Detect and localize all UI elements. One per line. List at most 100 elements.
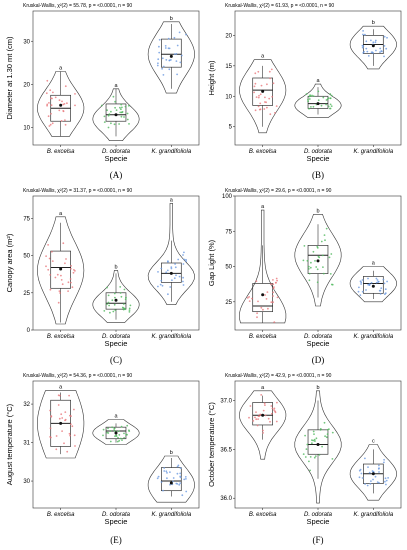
data-point — [257, 418, 259, 420]
data-point — [175, 274, 177, 277]
data-point — [378, 482, 380, 484]
data-point — [118, 439, 121, 442]
data-point — [259, 93, 262, 96]
data-point — [70, 267, 72, 270]
data-point — [374, 39, 377, 42]
violin — [37, 216, 85, 325]
x-tick-label: D. odorata — [102, 512, 131, 518]
panel-label: (F) — [313, 535, 324, 545]
data-point — [73, 408, 75, 411]
data-point — [330, 94, 333, 97]
box — [252, 283, 273, 313]
group-1: a B. excelsa — [37, 66, 85, 155]
data-point — [379, 47, 382, 50]
data-point — [374, 41, 377, 44]
data-point — [329, 107, 331, 110]
data-point — [270, 301, 273, 304]
data-point — [161, 67, 164, 70]
mean-marker — [169, 271, 173, 275]
data-point — [375, 49, 377, 52]
data-point — [167, 261, 169, 263]
data-point — [45, 255, 47, 257]
data-point — [49, 123, 52, 126]
x-tick-label: D. odorata — [102, 334, 131, 340]
data-point — [266, 291, 269, 293]
x-tick-label: D. odorata — [304, 149, 333, 155]
data-point — [118, 123, 120, 125]
significance-letter: a — [261, 54, 265, 60]
data-point — [103, 121, 106, 123]
data-point — [306, 443, 309, 446]
data-point — [378, 471, 380, 473]
data-point — [157, 62, 159, 65]
x-tick-label: D. odorata — [304, 334, 333, 340]
violin — [294, 83, 342, 118]
data-point — [64, 85, 67, 88]
data-point — [364, 483, 366, 485]
data-point — [307, 98, 309, 101]
mean-marker — [59, 267, 63, 271]
data-point — [259, 102, 262, 105]
data-point — [173, 36, 176, 39]
data-point — [122, 303, 125, 305]
data-point — [248, 416, 250, 419]
box — [252, 77, 273, 106]
data-point — [175, 53, 178, 55]
data-point — [323, 421, 326, 424]
y-tick-label: 32 — [23, 402, 30, 408]
data-point — [303, 245, 306, 247]
data-point — [179, 467, 182, 469]
data-point — [325, 436, 328, 439]
data-point — [272, 301, 274, 304]
data-point — [331, 458, 334, 460]
data-point — [307, 100, 309, 103]
data-point — [262, 409, 265, 412]
data-point — [51, 97, 53, 100]
data-point — [173, 53, 176, 55]
box — [105, 426, 127, 440]
box — [307, 245, 329, 274]
data-point — [108, 304, 110, 307]
y-tick-label: 100 — [222, 194, 233, 200]
x-tick-label: D. odorata — [102, 149, 131, 155]
data-point — [114, 106, 116, 109]
data-point — [158, 45, 160, 48]
data-point — [368, 283, 371, 286]
data-point — [380, 287, 383, 290]
y-tick-label: 20 — [23, 82, 30, 88]
data-point — [169, 471, 171, 473]
data-point — [115, 435, 118, 437]
data-point — [376, 481, 379, 483]
mean-marker — [371, 472, 375, 476]
data-point — [256, 316, 258, 319]
data-point — [126, 112, 129, 115]
data-point — [312, 105, 315, 108]
mean-marker — [316, 102, 320, 106]
data-point — [359, 294, 362, 296]
data-point — [72, 271, 75, 274]
data-point — [50, 112, 52, 115]
data-point — [74, 93, 76, 95]
group-1: a B. excelsa — [37, 211, 85, 340]
data-point — [263, 108, 266, 110]
data-point — [308, 460, 310, 463]
data-point — [116, 440, 119, 443]
data-point — [185, 478, 187, 480]
y-axis-title: Gap Light (%) — [207, 239, 216, 286]
data-point — [254, 82, 257, 85]
data-point — [106, 431, 108, 434]
data-point — [272, 279, 274, 281]
data-point — [260, 394, 263, 396]
group-1: a B. excelsa — [37, 385, 85, 518]
data-point — [120, 111, 123, 114]
significance-letter: a — [372, 261, 376, 267]
box — [161, 262, 182, 283]
data-point — [120, 295, 123, 298]
data-point — [182, 284, 185, 286]
data-point — [309, 469, 311, 472]
data-point — [306, 259, 309, 262]
data-point — [316, 247, 319, 249]
stat-text: Kruskal-Wallis, χ²(2) = 31.37, p = <0.00… — [23, 188, 132, 194]
data-point — [257, 300, 259, 303]
data-point — [174, 266, 177, 269]
